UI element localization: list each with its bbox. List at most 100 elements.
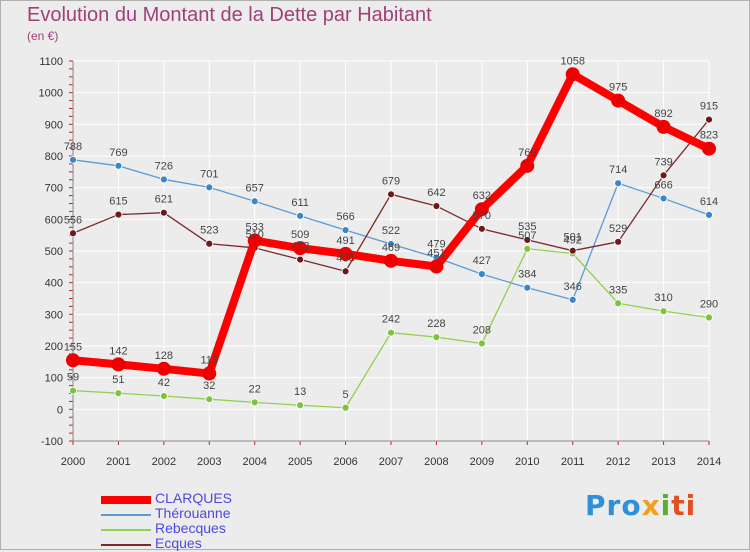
data-label: 492 <box>564 235 582 247</box>
data-label: 522 <box>382 225 400 237</box>
data-point <box>611 93 626 108</box>
data-label: 739 <box>654 156 672 168</box>
data-point <box>293 241 308 256</box>
data-point <box>250 197 259 206</box>
data-point <box>69 155 77 164</box>
data-label: 510 <box>246 229 264 241</box>
data-point <box>432 333 441 342</box>
y-tick-label: 0 <box>57 404 63 416</box>
data-point <box>114 389 123 398</box>
x-tick-label: 2014 <box>697 456 721 468</box>
y-tick-label: 900 <box>45 119 63 131</box>
logo-part: x <box>641 489 661 522</box>
data-point <box>202 366 217 381</box>
data-point <box>296 255 305 264</box>
data-label: 615 <box>109 196 127 208</box>
data-label: 823 <box>700 130 718 142</box>
data-point <box>614 299 623 308</box>
data-point <box>341 226 350 235</box>
y-tick-label: 600 <box>45 214 63 226</box>
data-label: 570 <box>473 210 491 222</box>
data-label: 892 <box>654 108 672 120</box>
data-point <box>247 233 262 248</box>
data-label: 32 <box>203 380 215 392</box>
data-label: 535 <box>518 221 536 233</box>
data-label: 473 <box>291 241 309 253</box>
data-point <box>159 175 168 184</box>
data-label: 228 <box>427 318 445 330</box>
proxiti-logo: Proxiti <box>585 489 696 522</box>
data-point <box>705 115 713 124</box>
grid <box>72 60 710 442</box>
axes: -100 0 100 200 300 400 500 600 700 800 900 1000 1100… <box>39 56 722 468</box>
y-tick-label: 100 <box>45 373 63 385</box>
data-label: 346 <box>564 281 582 293</box>
data-label: 451 <box>427 248 445 260</box>
data-point <box>159 392 168 400</box>
data-label: 1058 <box>560 55 584 67</box>
x-tick-label: 2011 <box>561 456 585 468</box>
data-label: 5 <box>343 389 349 401</box>
data-label: 142 <box>109 345 127 357</box>
data-label: 509 <box>291 229 309 241</box>
x-tick-label: 2004 <box>242 456 266 468</box>
data-point <box>702 141 716 156</box>
data-point <box>205 183 214 192</box>
legend-swatch <box>101 544 151 546</box>
data-label: 556 <box>64 214 82 226</box>
x-tick-label: 2008 <box>424 456 448 468</box>
data-point <box>659 307 668 316</box>
data-point <box>523 236 532 244</box>
data-label: 769 <box>518 147 536 159</box>
data-label: 51 <box>112 374 124 386</box>
data-point <box>111 357 126 372</box>
data-label: 113 <box>201 355 219 367</box>
data-label: 479 <box>427 239 445 251</box>
data-point <box>341 403 350 412</box>
data-label: 59 <box>67 372 79 384</box>
data-label: 523 <box>200 225 218 237</box>
data-point <box>387 328 395 337</box>
data-label: 242 <box>382 314 400 326</box>
data-label: 611 <box>291 197 309 209</box>
data-label: 529 <box>609 223 627 235</box>
data-point <box>387 190 395 199</box>
data-point <box>520 158 535 173</box>
legend-label: Rebecques <box>155 520 226 536</box>
x-tick-label: 2013 <box>651 456 675 468</box>
chart-unit: (en €) <box>27 29 59 43</box>
data-label: 491 <box>336 235 354 247</box>
data-label: 701 <box>200 168 218 180</box>
data-point <box>69 229 77 238</box>
y-tick-label: 700 <box>45 183 63 195</box>
data-point <box>477 224 486 233</box>
data-label: 436 <box>336 252 354 264</box>
y-tick-label: 800 <box>45 151 63 163</box>
data-point <box>474 202 489 217</box>
x-tick-label: 2000 <box>61 456 85 468</box>
y-tick-label: 1000 <box>39 88 63 100</box>
data-label: 42 <box>158 377 170 389</box>
data-point <box>659 171 668 180</box>
data-label: 726 <box>155 160 173 172</box>
data-point <box>250 398 259 407</box>
data-point <box>387 240 395 248</box>
data-label: 642 <box>427 187 445 199</box>
data-label: 679 <box>382 175 400 187</box>
data-label: 155 <box>64 341 82 353</box>
data-label: 22 <box>249 383 261 395</box>
y-tick-label: 500 <box>45 246 63 258</box>
data-point <box>156 361 171 376</box>
data-point <box>656 119 671 134</box>
chart-title: Evolution du Montant de la Dette par Hab… <box>27 4 432 26</box>
legend-label: Ecques <box>155 535 202 551</box>
x-tick-label: 2010 <box>515 456 539 468</box>
data-point <box>384 253 398 268</box>
data-label: 788 <box>64 141 82 153</box>
data-label: 335 <box>609 284 627 296</box>
data-label: 915 <box>700 101 718 113</box>
x-tick-label: 2009 <box>470 456 494 468</box>
x-tick-label: 2005 <box>288 456 312 468</box>
